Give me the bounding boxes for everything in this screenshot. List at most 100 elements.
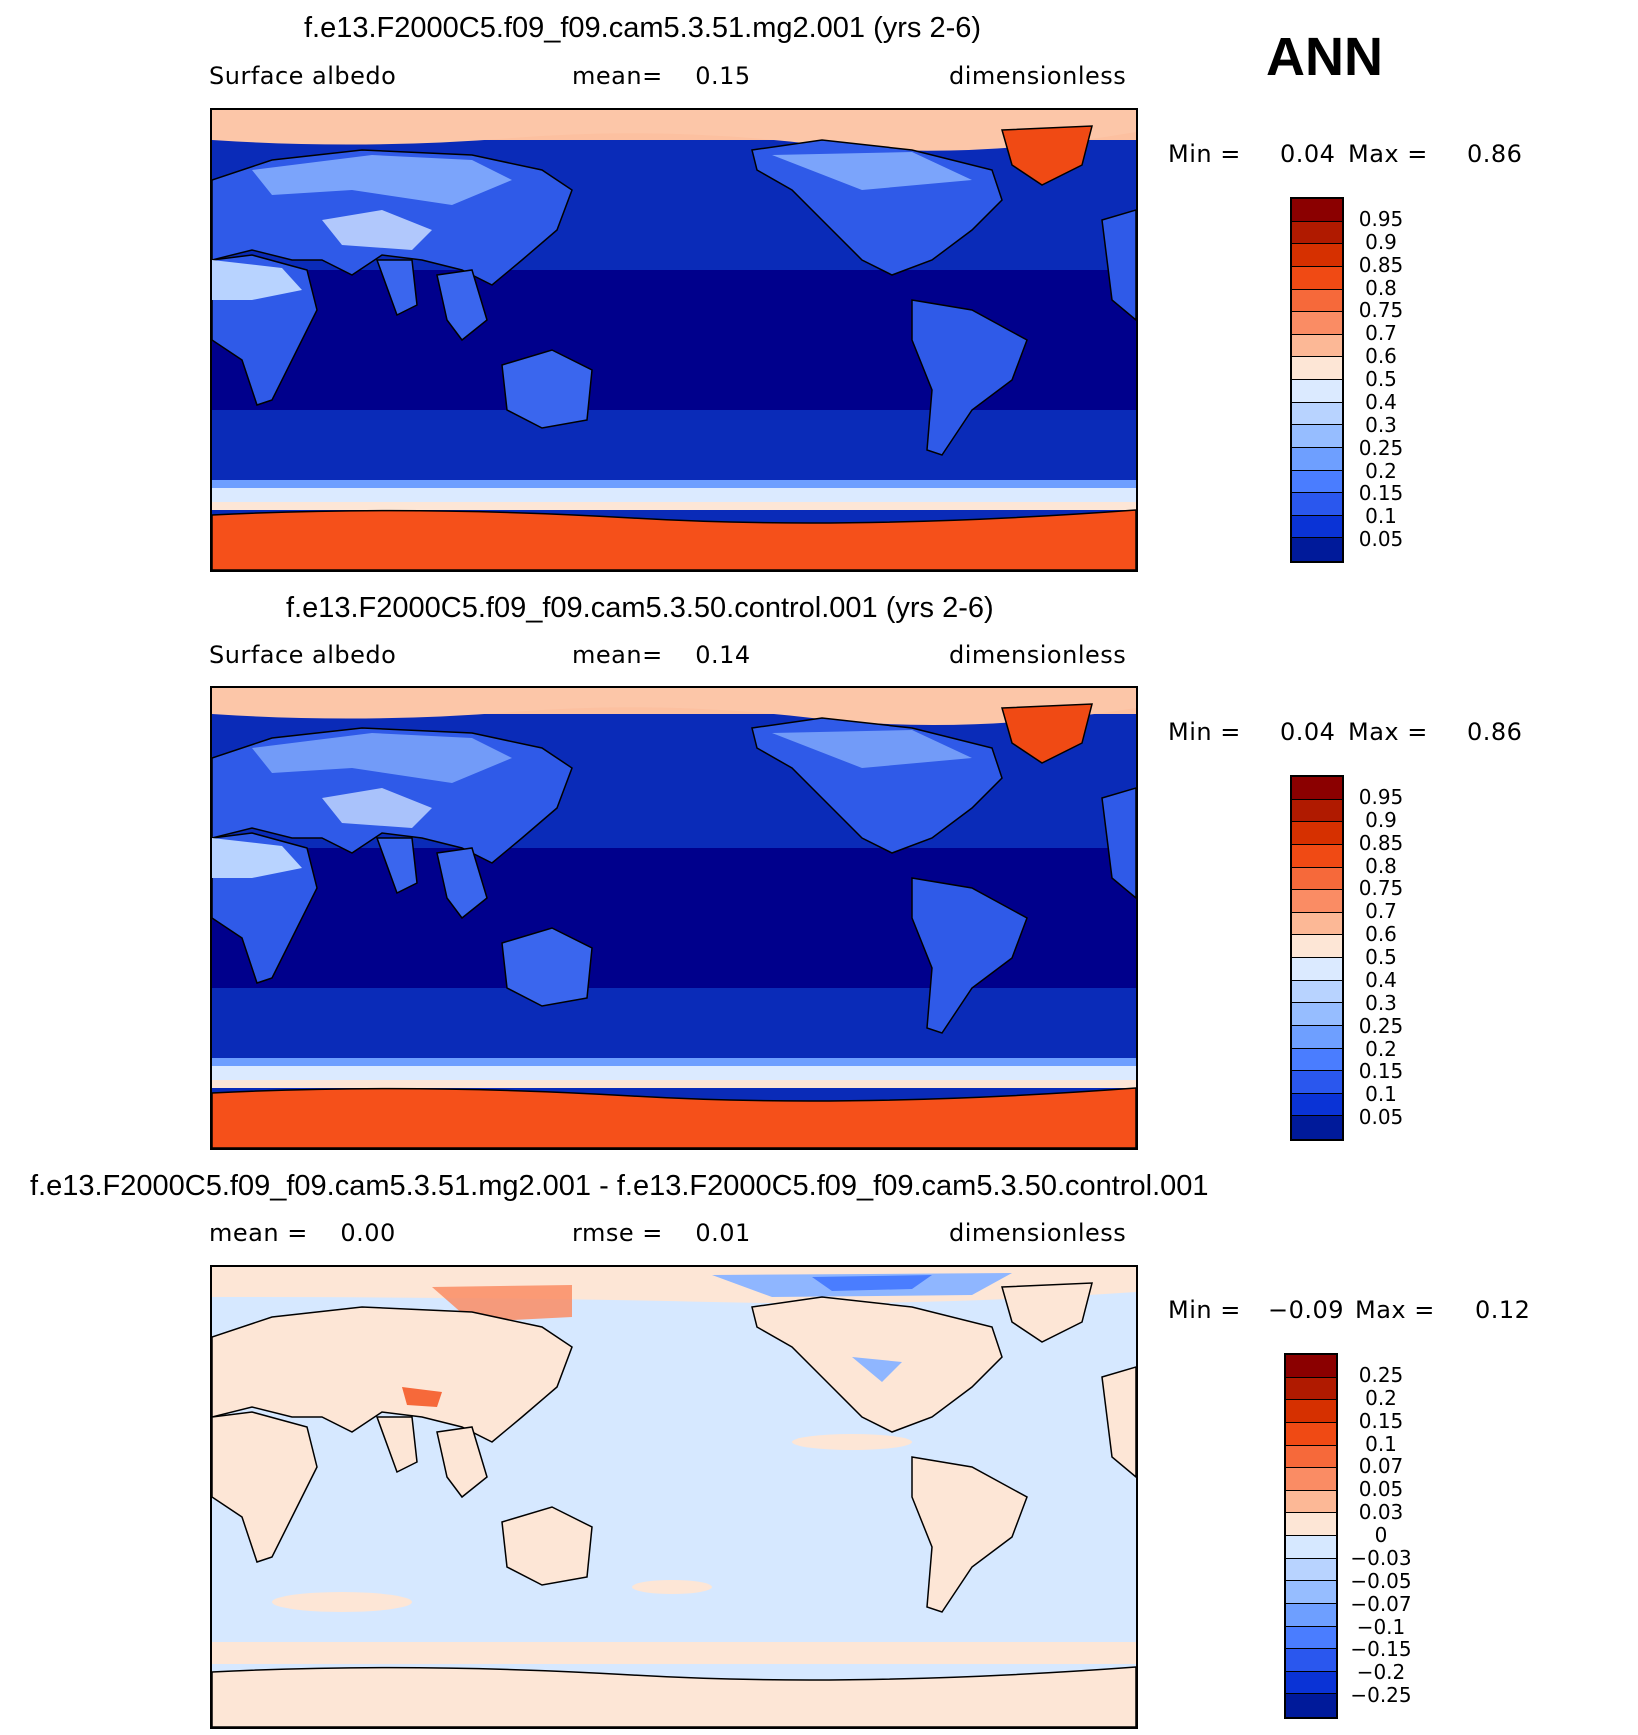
panel-1-min-label: Min = — [1168, 140, 1241, 168]
colorbar-swatch — [1286, 1422, 1336, 1446]
colorbar-tick-label: 0.5 — [1365, 945, 1397, 969]
colorbar-swatch — [1286, 1490, 1336, 1514]
panel-1-colorbar — [1290, 197, 1344, 563]
panel-2-map-svg — [212, 688, 1136, 1148]
panel-3-map — [210, 1265, 1138, 1729]
colorbar-swatch — [1292, 357, 1342, 380]
panel-1-title: f.e13.F2000C5.f09_f09.cam5.3.51.mg2.001 … — [304, 12, 982, 44]
panel-3-min-label: Min = — [1168, 1296, 1241, 1324]
colorbar-swatch — [1292, 447, 1342, 471]
colorbar-tick-label: 0.1 — [1365, 1431, 1397, 1456]
colorbar-tick-label: −0.03 — [1350, 1545, 1412, 1570]
colorbar-swatch — [1292, 1093, 1342, 1117]
colorbar-swatch — [1286, 1400, 1336, 1423]
colorbar-swatch — [1292, 199, 1342, 222]
colorbar-swatch — [1292, 867, 1342, 891]
panel-3-mean: mean = 0.00 — [209, 1219, 396, 1247]
colorbar-swatch — [1292, 1003, 1342, 1026]
colorbar-tick-label: 0.07 — [1358, 1454, 1404, 1479]
colorbar-tick-label: 0.95 — [1358, 784, 1404, 809]
colorbar-tick-label: −0.15 — [1350, 1637, 1412, 1662]
panel-3-title: f.e13.F2000C5.f09_f09.cam5.3.51.mg2.001 … — [30, 1170, 1209, 1202]
panel-3-units: dimensionless — [949, 1219, 1127, 1247]
colorbar-tick-label: 0.6 — [1365, 922, 1397, 947]
panel-3-map-svg — [212, 1267, 1136, 1727]
colorbar-tick-label: 0.4 — [1365, 967, 1397, 992]
colorbar-swatch — [1292, 844, 1342, 868]
colorbar-tick-label: −0.1 — [1356, 1614, 1406, 1639]
panel-2-max-value: 0.86 — [1467, 718, 1523, 746]
panel-1-mean: mean= 0.15 — [572, 62, 751, 90]
colorbar-swatch — [1286, 1536, 1336, 1559]
colorbar-swatch — [1286, 1558, 1336, 1582]
panel-1-units: dimensionless — [949, 62, 1127, 90]
colorbar-swatch — [1292, 1048, 1342, 1072]
colorbar-swatch — [1292, 334, 1342, 358]
colorbar-swatch — [1292, 980, 1342, 1004]
panel-3-max-label: Max = — [1355, 1296, 1435, 1324]
colorbar-tick-label: 0.05 — [1358, 1477, 1404, 1502]
panel-3-colorbar — [1284, 1353, 1338, 1719]
colorbar-tick-label: −0.2 — [1356, 1660, 1406, 1685]
colorbar-tick-label: 0.4 — [1365, 389, 1397, 414]
colorbar-tick-label: 0.75 — [1358, 876, 1404, 901]
colorbar-tick-label: 0.75 — [1358, 298, 1404, 323]
panel-1-map — [210, 108, 1138, 572]
panel-3-rmse: rmse = 0.01 — [572, 1219, 751, 1247]
colorbar-swatch — [1292, 890, 1342, 913]
colorbar-tick-label: 0.15 — [1358, 1408, 1404, 1433]
colorbar-tick-label: 0.25 — [1358, 1362, 1404, 1387]
panel-1-min-value: 0.04 — [1280, 140, 1336, 168]
panel-2-mean: mean= 0.14 — [572, 641, 751, 669]
colorbar-swatch — [1286, 1355, 1336, 1378]
colorbar-swatch — [1286, 1581, 1336, 1604]
panel-2-variable: Surface albedo — [209, 641, 397, 669]
colorbar-swatch — [1292, 425, 1342, 448]
colorbar-swatch — [1292, 289, 1342, 313]
colorbar-swatch — [1292, 312, 1342, 335]
colorbar-tick-label: 0.7 — [1365, 321, 1397, 346]
colorbar-tick-label: 0.8 — [1365, 275, 1397, 300]
panel-2-colorbar — [1290, 775, 1344, 1141]
panel-3-min-value: −0.09 — [1268, 1296, 1345, 1324]
panel-2-max-label: Max = — [1348, 718, 1428, 746]
colorbar-tick-label: 0.05 — [1358, 1105, 1404, 1130]
colorbar-swatch — [1292, 380, 1342, 403]
colorbar-swatch — [1292, 493, 1342, 516]
panel-2-map — [210, 686, 1138, 1150]
panel-2-min-label: Min = — [1168, 718, 1241, 746]
colorbar-tick-label: −0.25 — [1350, 1683, 1412, 1708]
panel-3-colorbar-labels — [1346, 0, 1426, 1]
colorbar-tick-label: 0.25 — [1358, 435, 1404, 460]
colorbar-swatch — [1286, 1445, 1336, 1469]
colorbar-tick-label: −0.05 — [1350, 1568, 1412, 1593]
colorbar-swatch — [1286, 1377, 1336, 1401]
colorbar-tick-label: 0.9 — [1365, 807, 1397, 832]
colorbar-tick-label: 0.05 — [1358, 527, 1404, 552]
colorbar-tick-label: 0 — [1374, 1523, 1388, 1547]
colorbar-swatch — [1286, 1671, 1336, 1695]
colorbar-tick-label: 0.5 — [1365, 367, 1397, 391]
colorbar-swatch — [1292, 244, 1342, 267]
colorbar-tick-label: 0.03 — [1358, 1500, 1404, 1525]
season-label: ANN — [1266, 27, 1383, 87]
colorbar-tick-label: 0.3 — [1365, 990, 1397, 1015]
panel-2-units: dimensionless — [949, 641, 1127, 669]
colorbar-tick-label: 0.15 — [1358, 1059, 1404, 1084]
colorbar-tick-label: 0.85 — [1358, 252, 1404, 277]
colorbar-swatch — [1286, 1603, 1336, 1627]
panel-1-max-label: Max = — [1348, 140, 1428, 168]
colorbar-tick-label: 0.85 — [1358, 830, 1404, 855]
panel-1-variable: Surface albedo — [209, 62, 397, 90]
colorbar-tick-label: 0.1 — [1365, 1082, 1397, 1107]
colorbar-swatch — [1286, 1649, 1336, 1672]
panel-3-max-value: 0.12 — [1475, 1296, 1531, 1324]
colorbar-swatch — [1292, 1116, 1342, 1139]
colorbar-swatch — [1292, 777, 1342, 800]
colorbar-tick-label: 0.2 — [1365, 1385, 1397, 1410]
panel-2-title: f.e13.F2000C5.f09_f09.cam5.3.50.control.… — [286, 592, 994, 624]
colorbar-swatch — [1292, 266, 1342, 290]
panel-1-max-value: 0.86 — [1467, 140, 1523, 168]
colorbar-tick-label: 0.6 — [1365, 344, 1397, 369]
colorbar-swatch — [1286, 1468, 1336, 1491]
